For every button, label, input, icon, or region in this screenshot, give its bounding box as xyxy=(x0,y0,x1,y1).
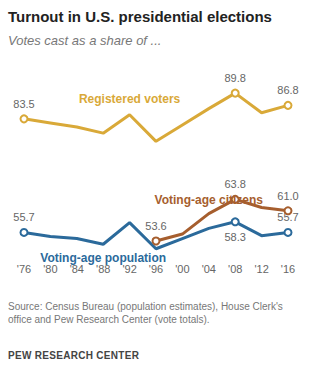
svg-text:Voting-age citizens: Voting-age citizens xyxy=(155,193,264,207)
svg-text:'96: '96 xyxy=(148,262,164,275)
svg-text:55.7: 55.7 xyxy=(277,211,299,224)
svg-text:'04: '04 xyxy=(202,263,216,275)
svg-text:'84: '84 xyxy=(69,262,84,275)
svg-text:'08: '08 xyxy=(228,263,242,275)
svg-text:Registered voters: Registered voters xyxy=(79,92,181,106)
svg-text:83.5: 83.5 xyxy=(13,98,34,110)
html-text:Votes cast as a share of ...: Votes cast as a share of ... xyxy=(8,33,162,48)
svg-text:'00: '00 xyxy=(175,263,189,275)
html-text:Source: Census Bureau (populat: Source: Census Bureau (population estima… xyxy=(8,301,283,325)
svg-text:53.6: 53.6 xyxy=(145,220,166,232)
svg-text:'92: '92 xyxy=(122,262,137,275)
svg-text:Voting-age population: Voting-age population xyxy=(40,251,166,265)
svg-text:86.8: 86.8 xyxy=(277,84,298,96)
svg-text:63.8: 63.8 xyxy=(224,178,245,190)
svg-text:'12: '12 xyxy=(254,263,268,275)
html-text:PEW RESEARCH CENTER: PEW RESEARCH CENTER xyxy=(8,350,140,361)
svg-text:61.0: 61.0 xyxy=(277,190,298,202)
svg-text:'76: '76 xyxy=(17,263,31,275)
svg-text:'80: '80 xyxy=(43,262,58,275)
svg-text:89.8: 89.8 xyxy=(224,72,245,84)
svg-text:'16: '16 xyxy=(281,263,295,275)
html-text:Turnout in U.S. presidential e: Turnout in U.S. presidential elections xyxy=(8,8,272,25)
svg-text:55.7: 55.7 xyxy=(13,211,34,223)
svg-text:'88: '88 xyxy=(96,262,111,275)
svg-text:58.3: 58.3 xyxy=(224,231,245,243)
